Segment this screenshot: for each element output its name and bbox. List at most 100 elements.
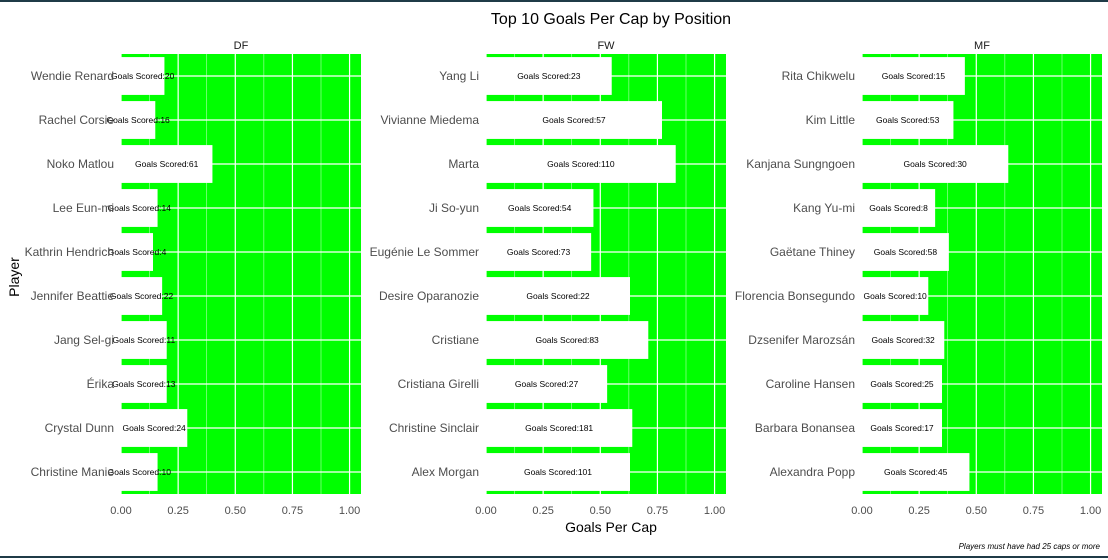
y-tick-label: Alex Morgan — [412, 465, 479, 479]
bar — [121, 453, 158, 491]
bar-label: Goals Scored:73 — [507, 247, 571, 257]
facet-label-df: DF — [234, 40, 249, 52]
bar — [121, 321, 167, 359]
chart-title: Top 10 Goals Per Cap by Position — [491, 11, 731, 28]
bar — [862, 409, 942, 447]
facets-group: DF 0.00 0.25 0.50 0.75 1.00 Goals Scored:20Wen… — [25, 40, 1102, 517]
caption: Players must have had 25 caps or more — [959, 542, 1101, 551]
y-tick-label: Lee Eun-mi — [53, 201, 114, 215]
facet-label-fw: FW — [597, 40, 615, 52]
bar — [486, 409, 633, 447]
y-tick-label: Eugénie Le Sommer — [370, 245, 479, 259]
bar — [486, 233, 592, 271]
bar — [862, 365, 942, 403]
bar — [862, 145, 1009, 183]
bar-label: Goals Scored:101 — [524, 467, 592, 477]
bar — [121, 233, 153, 271]
x-tick-label: 1.00 — [339, 505, 360, 517]
y-tick-label: Kim Little — [806, 113, 856, 127]
bar-label: Goals Scored:10 — [108, 467, 172, 477]
bar — [862, 189, 936, 227]
bar — [121, 277, 163, 315]
x-tick-label: 0.75 — [282, 505, 303, 517]
x-tick-label: 0.00 — [110, 505, 131, 517]
y-tick-label: Crystal Dunn — [45, 421, 114, 435]
y-tick-label: Jang Sel-gi — [54, 333, 114, 347]
x-tick-label: 0.00 — [851, 505, 872, 517]
bar-label: Goals Scored:13 — [112, 379, 176, 389]
bar-label: Goals Scored:17 — [870, 423, 934, 433]
x-axis-title: Goals Per Cap — [565, 519, 657, 535]
bar — [486, 277, 630, 315]
y-tick-label: Gaëtane Thiney — [770, 245, 855, 259]
y-tick-label: Caroline Hansen — [766, 377, 855, 391]
bar-label: Goals Scored:110 — [547, 159, 615, 169]
x-tick-label: 1.00 — [704, 505, 725, 517]
y-tick-label: Yang Li — [439, 69, 479, 83]
y-tick-label: Wendie Renard — [31, 69, 114, 83]
bar — [862, 321, 945, 359]
x-tick-label: 0.25 — [532, 505, 553, 517]
bar — [121, 409, 188, 447]
bar — [121, 145, 213, 183]
y-tick-label: Florencia Bonsegundo — [735, 289, 855, 303]
bar-label: Goals Scored:10 — [863, 291, 927, 301]
bar — [862, 233, 949, 271]
y-tick-label: Desire Oparanozie — [379, 289, 479, 303]
x-tick-label: 0.25 — [908, 505, 929, 517]
bar-label: Goals Scored:16 — [106, 115, 170, 125]
bar — [486, 321, 649, 359]
bar-label: Goals Scored:8 — [869, 203, 928, 213]
bar-label: Goals Scored:24 — [122, 423, 186, 433]
x-tick-label: 0.50 — [966, 505, 987, 517]
y-tick-label: Marta — [448, 157, 479, 171]
y-tick-label: Jennifer Beattie — [31, 289, 115, 303]
y-tick-label: Érika — [87, 376, 115, 391]
y-tick-label: Kanjana Sungngoen — [746, 157, 855, 171]
bar-label: Goals Scored:181 — [525, 423, 593, 433]
bar-label: Goals Scored:32 — [871, 335, 935, 345]
facet-fw: FW 0.00 0.25 0.50 0.75 1.00 Goals Scored:23 Yan… — [370, 40, 726, 517]
facet-df: DF 0.00 0.25 0.50 0.75 1.00 Goals Scored:20Wen… — [25, 40, 361, 517]
bar-label: Goals Scored:54 — [508, 203, 572, 213]
facet-mf: MF 0.00 0.25 0.50 0.75 1.00 Goals Scored:15 Rit… — [735, 40, 1102, 517]
bar — [121, 101, 156, 139]
y-tick-label: Noko Matlou — [47, 157, 114, 171]
bar — [121, 57, 165, 95]
bar — [862, 277, 929, 315]
bar — [862, 101, 954, 139]
bar — [121, 189, 158, 227]
bar-label: Goals Scored:20 — [111, 71, 175, 81]
y-tick-label: Christine Manie — [31, 465, 115, 479]
bar-label: Goals Scored:61 — [135, 159, 199, 169]
bar-label: Goals Scored:15 — [882, 71, 946, 81]
x-tick-label: 0.00 — [475, 505, 496, 517]
bar-label: Goals Scored:25 — [870, 379, 934, 389]
y-tick-label: Cristiane — [432, 333, 480, 347]
bar — [486, 365, 608, 403]
x-tick-label: 1.00 — [1080, 505, 1101, 517]
bar-label: Goals Scored:30 — [903, 159, 967, 169]
bar-label: Goals Scored:45 — [884, 467, 948, 477]
y-axis-title: Player — [6, 257, 22, 297]
y-tick-label: Vivianne Miedema — [380, 113, 479, 127]
y-tick-label: Rachel Corsie — [39, 113, 115, 127]
bar-label: Goals Scored:27 — [515, 379, 579, 389]
y-tick-label: Cristiana Girelli — [398, 377, 479, 391]
bar — [862, 57, 965, 95]
x-tick-label: 0.75 — [647, 505, 668, 517]
bar — [486, 189, 594, 227]
bar-label: Goals Scored:22 — [110, 291, 174, 301]
y-tick-label: Dzsenifer Marozsán — [748, 333, 855, 347]
x-tick-label: 0.75 — [1023, 505, 1044, 517]
y-tick-label: Ji So-yun — [429, 201, 479, 215]
y-tick-label: Rita Chikwelu — [782, 69, 855, 83]
bar-label: Goals Scored:23 — [517, 71, 581, 81]
y-tick-label: Barbara Bonansea — [755, 421, 855, 435]
y-tick-label: Alexandra Popp — [770, 465, 856, 479]
bar-label: Goals Scored:14 — [108, 203, 172, 213]
bar-label: Goals Scored:22 — [526, 291, 590, 301]
bar-label: Goals Scored:4 — [108, 247, 167, 257]
